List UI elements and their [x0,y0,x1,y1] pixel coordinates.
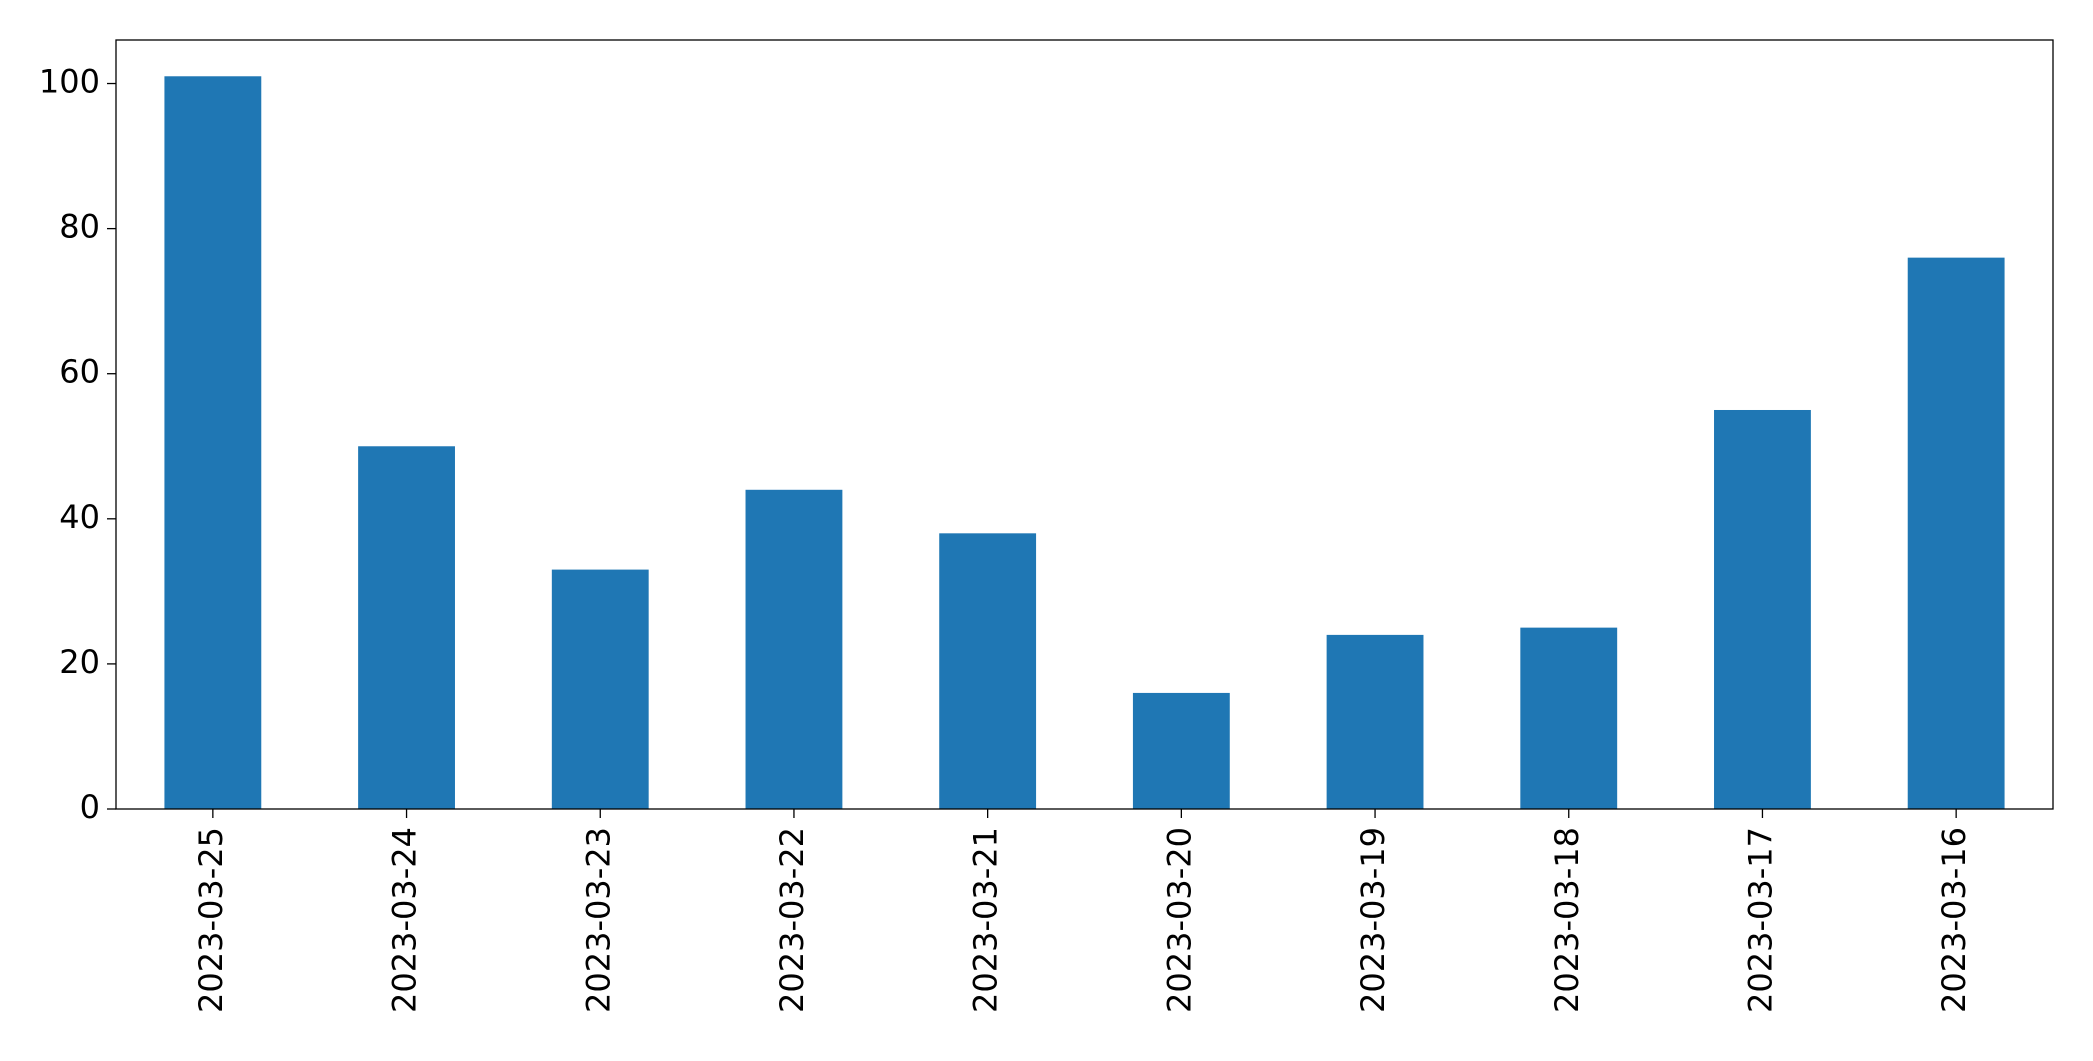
bar [1907,257,2005,810]
bar [358,446,455,809]
x-tick-label: 2023-03-20 [1160,827,1198,1013]
bar [551,569,649,809]
x-tick-label: 2023-03-24 [386,827,424,1013]
bar [745,489,843,809]
bar [1326,634,1424,809]
y-tick-label: 60 [59,353,100,391]
x-tick-label: 2023-03-22 [773,827,811,1013]
bar [1520,627,1618,809]
y-tick-label: 100 [39,63,100,101]
x-tick-label: 2023-03-17 [1741,827,1779,1013]
bar [164,76,262,810]
y-tick-label: 80 [59,208,100,246]
x-tick-label: 2023-03-23 [579,827,617,1013]
plot-frame [115,39,2054,810]
x-tick-label: 2023-03-25 [192,827,230,1013]
bar [1132,692,1230,809]
x-tick-label: 2023-03-18 [1548,827,1586,1013]
bar [939,533,1037,809]
bar [1714,409,1811,809]
x-tick-label: 2023-03-19 [1354,827,1392,1013]
y-tick-label: 40 [59,498,100,536]
x-tick-label: 2023-03-21 [967,827,1005,1013]
y-tick-label: 0 [80,788,100,826]
x-tick-label: 2023-03-16 [1935,827,1973,1013]
y-tick-label: 20 [59,643,100,681]
